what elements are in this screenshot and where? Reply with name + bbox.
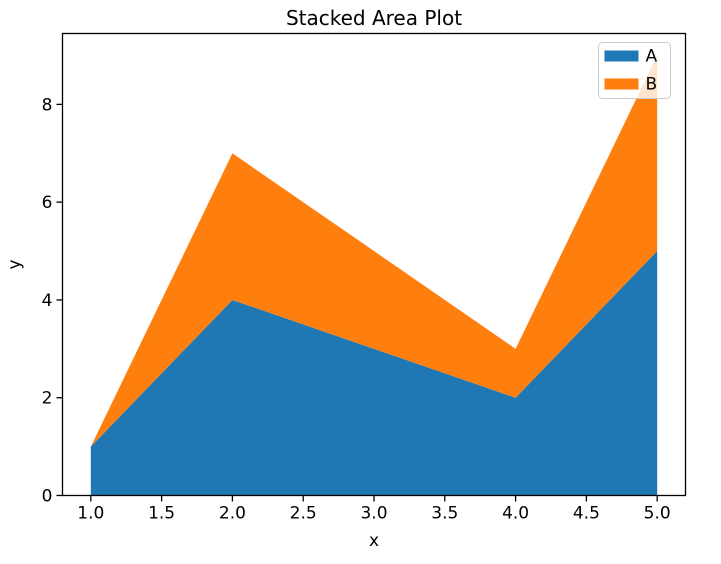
legend: AB (598, 42, 671, 99)
x-tick-label: 2.0 (219, 504, 246, 524)
legend-label-B: B (646, 75, 658, 95)
x-tick-label: 1.0 (77, 504, 104, 524)
y-tick-label: 0 (42, 487, 53, 507)
area-series-A (90, 251, 658, 496)
x-tick-label: 5.0 (644, 504, 671, 524)
x-tick-label: 3.0 (360, 504, 387, 524)
y-tick-label: 6 (42, 193, 53, 213)
area-series-B (90, 55, 658, 447)
legend-swatch-B (604, 78, 639, 90)
x-tick-label: 3.5 (431, 504, 458, 524)
x-axis-label: x (369, 531, 379, 551)
legend-label-A: A (646, 47, 658, 67)
y-tick-label: 2 (42, 389, 53, 409)
y-tick-label: 4 (42, 291, 53, 311)
y-tick-label: 8 (42, 95, 53, 115)
y-axis-label: y (5, 259, 25, 269)
chart-title: Stacked Area Plot (286, 6, 462, 30)
x-tick-label: 4.5 (573, 504, 600, 524)
x-tick-label: 2.5 (290, 504, 317, 524)
legend-swatch-A (604, 50, 639, 62)
x-tick-label: 4.0 (502, 504, 529, 524)
x-tick-label: 1.5 (148, 504, 175, 524)
